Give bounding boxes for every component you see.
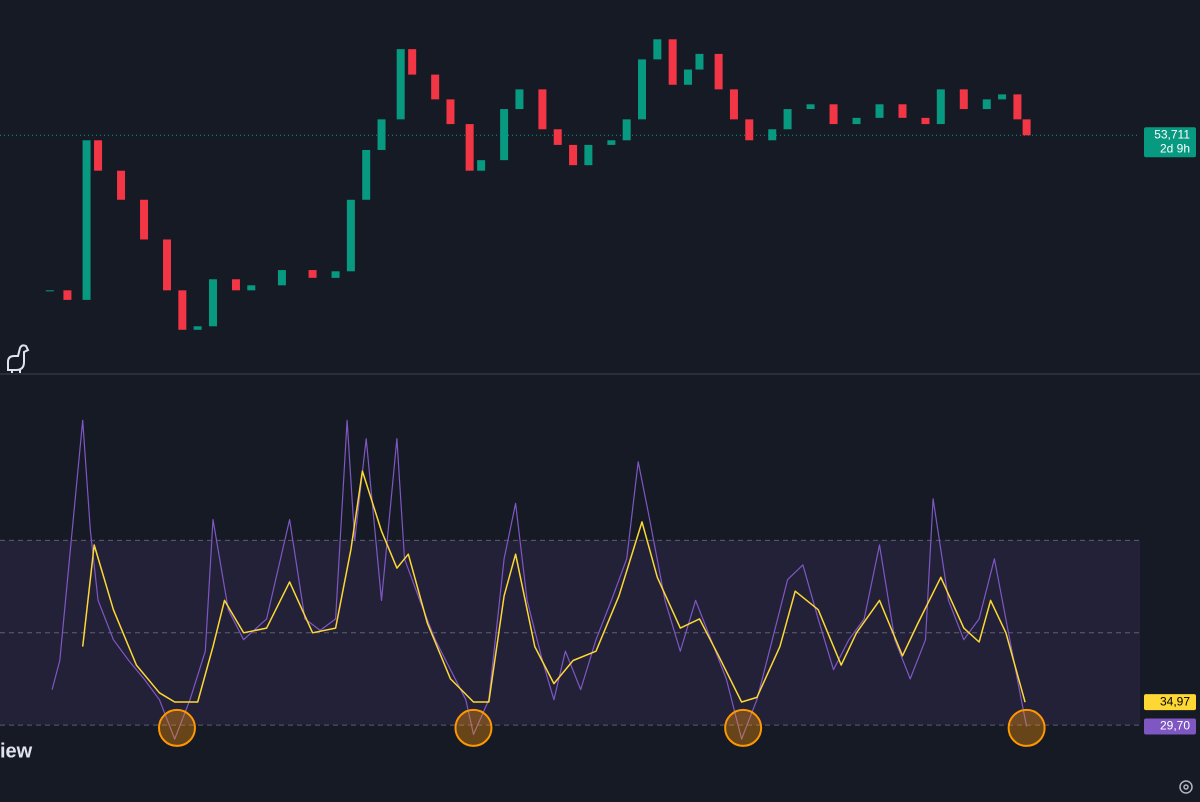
candle xyxy=(998,94,1007,100)
settings-icon[interactable] xyxy=(1179,780,1193,794)
candle xyxy=(178,290,187,330)
candle xyxy=(163,239,172,291)
candle xyxy=(94,140,103,171)
candle xyxy=(277,270,286,286)
candle xyxy=(806,104,815,110)
candle xyxy=(193,326,202,330)
bands-layer xyxy=(0,134,1140,726)
candle xyxy=(1022,119,1031,136)
series-line xyxy=(51,419,1028,740)
candle xyxy=(247,285,256,291)
candle xyxy=(346,199,355,272)
candle xyxy=(45,290,54,292)
candle xyxy=(668,39,677,85)
candle xyxy=(875,104,884,118)
candle xyxy=(584,144,593,166)
last-value-box xyxy=(1144,718,1196,735)
candle xyxy=(477,160,486,171)
candle xyxy=(431,74,440,100)
series-line xyxy=(81,470,1026,703)
candle xyxy=(745,119,754,141)
settings-gear-hub[interactable] xyxy=(1183,784,1189,790)
candle xyxy=(683,69,692,85)
candle xyxy=(768,129,777,141)
candle xyxy=(208,279,217,327)
candle xyxy=(231,279,240,291)
last-value-box xyxy=(1144,694,1196,711)
candle xyxy=(117,170,126,200)
watermark: iew xyxy=(0,740,33,762)
candle xyxy=(140,199,149,240)
candle xyxy=(1013,94,1022,120)
candle xyxy=(982,99,991,110)
last-value-label: 53,711 xyxy=(1154,127,1190,141)
candle xyxy=(936,89,945,125)
last-value-label: 29,70 xyxy=(1160,719,1190,733)
candle xyxy=(695,53,704,70)
candle xyxy=(607,140,616,145)
candle xyxy=(852,117,861,125)
last-value-box xyxy=(1144,127,1196,158)
candle xyxy=(569,144,578,166)
candle xyxy=(500,109,509,161)
candle xyxy=(553,129,562,145)
candle xyxy=(783,109,792,130)
last-value-label: 34,97 xyxy=(1160,694,1190,708)
highlight-circle xyxy=(454,708,493,747)
candle xyxy=(829,104,838,125)
candle xyxy=(622,119,631,141)
marks-layer xyxy=(45,39,1046,747)
candle xyxy=(515,89,524,110)
candle xyxy=(538,89,547,130)
candle xyxy=(446,99,455,125)
candle xyxy=(63,290,72,300)
highlight-circle xyxy=(1007,708,1046,747)
candle xyxy=(729,89,738,120)
highlight-circle xyxy=(157,708,196,747)
candle xyxy=(82,140,91,300)
candle xyxy=(308,270,317,278)
countdown-label: 2d 9h xyxy=(1160,141,1190,155)
candle xyxy=(377,119,386,150)
candle xyxy=(898,104,907,118)
candle xyxy=(959,89,968,110)
candle xyxy=(362,149,371,200)
candle xyxy=(653,39,662,60)
candle xyxy=(331,271,340,278)
candle xyxy=(714,53,723,90)
candle xyxy=(408,49,417,75)
settings-gear[interactable] xyxy=(1179,780,1193,794)
candle xyxy=(921,117,930,125)
candle xyxy=(396,49,405,120)
highlight-circle xyxy=(724,708,763,747)
candle xyxy=(465,124,474,171)
candle xyxy=(638,59,647,120)
